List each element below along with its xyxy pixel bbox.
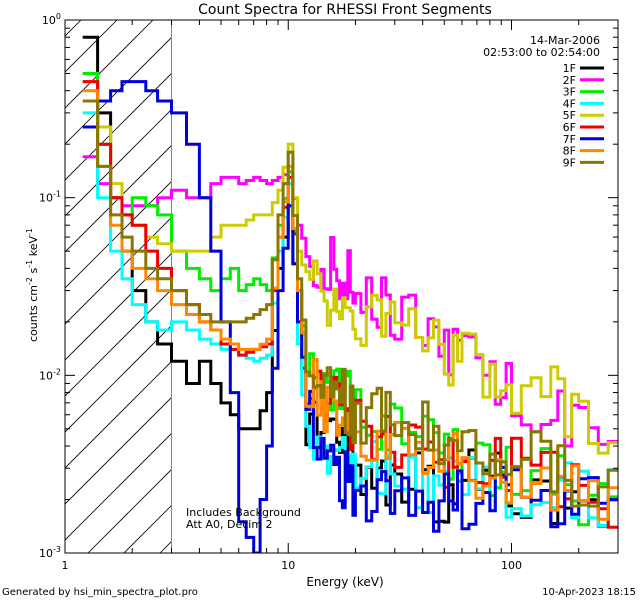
x-tick-label: 100: [501, 559, 522, 572]
axis-ticks: 1 10 100 100 10-1 10-2 10-3: [39, 12, 619, 572]
series-line-2F: [82, 155, 618, 448]
y-axis-title-sup3: -1: [25, 228, 34, 236]
hatch-line: [65, 20, 154, 109]
x-axis-title: Energy (keV): [306, 575, 383, 589]
time-range-label: 02:53:00 to 02:54:00: [483, 46, 600, 59]
y-axis-title-sup2: -1: [25, 260, 34, 268]
generated-timestamp: 10-Apr-2023 18:15: [542, 587, 636, 598]
y-axis-title-end: keV: [27, 236, 40, 260]
series-lines: [82, 35, 618, 553]
y-tick-label: 100: [42, 12, 61, 27]
hatch-line: [65, 72, 172, 181]
y-tick-label: 10-1: [39, 190, 61, 205]
date-label: 14-Mar-2006: [530, 34, 600, 47]
hatch-line: [65, 144, 172, 253]
legend-label-4F: 4F: [563, 97, 576, 110]
legend-label-5F: 5F: [563, 109, 576, 122]
series-line-9F: [82, 99, 618, 508]
hatch-line: [65, 216, 172, 325]
y-axis-title-mid: s: [27, 267, 40, 276]
annotation-attenuator: Att A0, Decim 2: [186, 518, 273, 531]
y-axis-title-main: counts cm: [27, 285, 40, 342]
plot-frame: [64, 19, 619, 554]
y-tick-label: 10-2: [39, 367, 61, 382]
hatch-line: [65, 252, 172, 361]
y-axis-title: counts cm-2 s-1 keV-1: [25, 228, 40, 342]
hatch-line: [65, 360, 172, 469]
legend-label-3F: 3F: [563, 86, 576, 99]
chart-title: Count Spectra for RHESSI Front Segments: [198, 2, 492, 18]
hatch-line: [65, 432, 172, 541]
hatch-line: [65, 180, 172, 289]
annotation-background: Includes Background: [186, 506, 301, 519]
series-line-7F: [82, 80, 618, 553]
legend-label-7F: 7F: [563, 133, 576, 146]
hatch-line: [65, 36, 172, 145]
legend-label-9F: 9F: [563, 156, 576, 169]
x-tick-label: 1: [62, 559, 69, 572]
y-axis-title-sup1: -2: [25, 277, 34, 285]
hatch-line: [65, 20, 82, 37]
y-tick-label: 10-3: [39, 545, 61, 560]
legend-label-2F: 2F: [563, 74, 576, 87]
series-line-5F: [82, 80, 618, 455]
x-tick-label: 10: [281, 559, 295, 572]
generated-by-label: Generated by hsi_min_spectra_plot.pro: [2, 587, 198, 598]
hatch-line: [65, 396, 172, 505]
legend-label-1F: 1F: [563, 62, 576, 75]
legend-label-6F: 6F: [563, 121, 576, 134]
legend-label-8F: 8F: [563, 145, 576, 158]
